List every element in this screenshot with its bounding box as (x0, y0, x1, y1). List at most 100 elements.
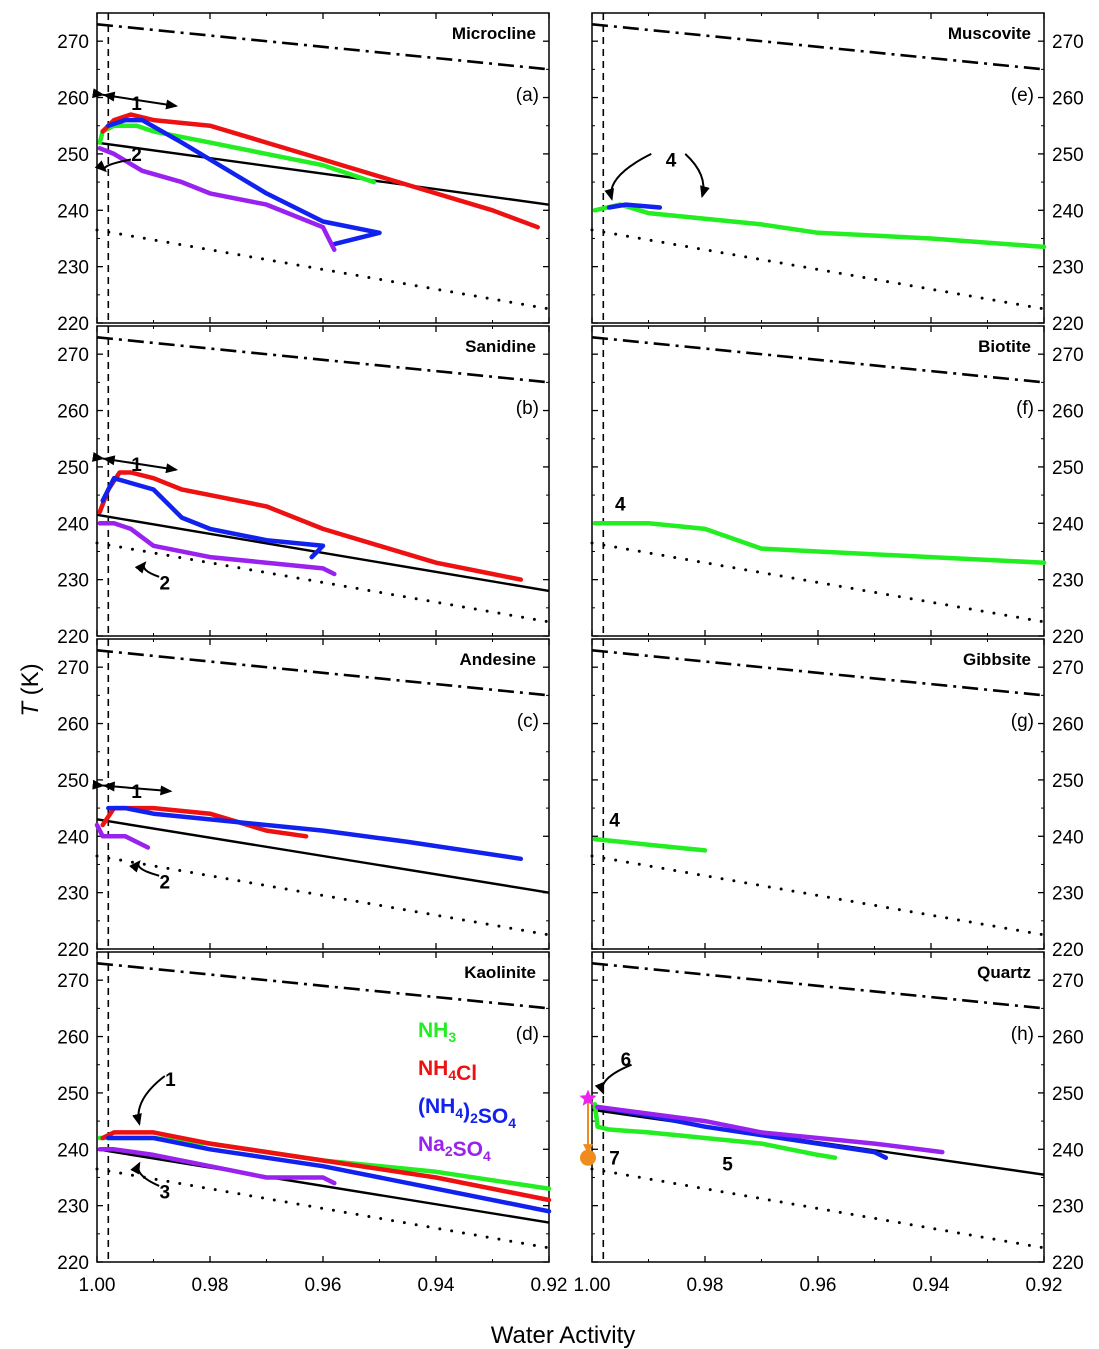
x-axis-title: Water Activity (491, 1322, 635, 1349)
y-tick-label: 220 (1052, 1253, 1084, 1274)
y-tick-label: 220 (1052, 627, 1084, 648)
y-tick-label: 230 (1052, 884, 1084, 905)
legend-entry: Na2SO4 (418, 1133, 491, 1164)
dash-dot-reference-line (96, 335, 550, 384)
series-line-na2so4 (97, 146, 337, 252)
y-tick-label: 240 (57, 827, 89, 848)
series-line-nh42so4 (100, 475, 326, 560)
y-tick-label: 270 (1052, 658, 1084, 679)
annotation-4: 4 (609, 810, 620, 831)
series-line-nh3 (592, 1101, 838, 1160)
y-tick-label: 220 (1052, 314, 1084, 335)
panel-quartz: 220 230 240 250 260 270 1.00 0.98 0.96 0.94 0.92 6 7… (574, 951, 1084, 1296)
dotted-reference-line (95, 1167, 551, 1250)
y-tick-label: 230 (57, 1197, 89, 1218)
arrowhead (102, 455, 116, 466)
panel-kaolinite: 220 230 240 250 260 270 1.00 0.98 0.96 0.94 0.92 1 3… (57, 951, 567, 1296)
dash-dot-reference-line (591, 22, 1045, 71)
y-tick-label: 240 (57, 201, 89, 222)
y-tick-label: 240 (1052, 1140, 1084, 1161)
panel-frame (591, 12, 1045, 324)
panel-frame (591, 951, 1045, 1263)
dotted-reference-line (590, 228, 1046, 311)
x-tick-label: 1.00 (574, 1275, 611, 1296)
y-tick-label: 270 (1052, 971, 1084, 992)
panel-frame (591, 638, 1045, 950)
arrowhead (102, 91, 116, 102)
curved-arrow (134, 561, 160, 578)
panel-letter: (h) (1011, 1024, 1034, 1045)
y-tick-label: 270 (57, 32, 89, 53)
legend-entry: NH4Cl (418, 1057, 477, 1085)
series-line-nh3 (592, 202, 1047, 250)
dotted-reference-line (95, 228, 551, 311)
series-line-nh42so4 (106, 1135, 552, 1214)
y-tick-label: 250 (57, 458, 89, 479)
series-line-na2so4 (97, 521, 337, 577)
y-tick-label: 240 (1052, 201, 1084, 222)
panel-letter: (a) (516, 85, 539, 106)
panel-sanidine: 220 230 240 250 260 270 1 2 Sanidine (b) (57, 325, 551, 648)
y-tick-label: 250 (57, 1084, 89, 1105)
y-tick-label: 270 (57, 658, 89, 679)
panel-letter: (d) (516, 1024, 539, 1045)
annotation-2: 2 (131, 145, 142, 166)
panel-microcline: 220 230 240 250 260 270 1 2 Microcline (a) (57, 12, 551, 335)
annotation-1: 1 (131, 94, 142, 115)
y-tick-label: 230 (1052, 1197, 1084, 1218)
dotted-reference-line (590, 1167, 1046, 1250)
y-axis-title: T (K) (17, 663, 44, 716)
y-tick-label: 240 (1052, 827, 1084, 848)
panel-title: Sanidine (465, 337, 536, 356)
y-tick-label: 220 (57, 1253, 89, 1274)
dash-dot-reference-line (96, 22, 550, 71)
curved-arrow (132, 1075, 166, 1126)
panel-frame (96, 638, 550, 950)
annotation-7: 7 (609, 1149, 620, 1170)
dash-dot-reference-line (96, 648, 550, 697)
x-tick-label: 0.98 (687, 1275, 724, 1296)
dash-dot-reference-line (591, 648, 1045, 697)
annotation-2: 2 (160, 872, 171, 893)
y-axis-title-symbol: T (17, 700, 44, 717)
y-tick-label: 270 (57, 345, 89, 366)
y-tick-label: 250 (1052, 771, 1084, 792)
y-tick-label: 240 (57, 1140, 89, 1161)
annotation-4: 4 (666, 151, 677, 172)
curved-arrow (684, 153, 710, 199)
panel-letter: (c) (517, 711, 539, 732)
y-axis-title-unit: (K) (17, 663, 44, 702)
panel-title: Andesine (459, 650, 536, 669)
panel-letter: (b) (516, 398, 539, 419)
legend-entry: (NH4)2SO4 (418, 1095, 516, 1131)
panel-frame (96, 12, 550, 324)
double-arrow (92, 88, 179, 110)
series-line-na2so4 (97, 1147, 337, 1186)
x-tick-label: 0.98 (192, 1275, 229, 1296)
series-line-nh4cl (100, 112, 540, 230)
curved-arrow (594, 1063, 632, 1095)
panel-frame (591, 325, 1045, 637)
y-tick-label: 220 (57, 314, 89, 335)
dotted-reference-line (590, 541, 1046, 624)
star-marker (579, 1089, 597, 1106)
dotted-reference-line (590, 854, 1046, 937)
x-tick-label: 0.96 (800, 1275, 837, 1296)
series-line-nh42so4 (106, 117, 382, 247)
x-tick-label: 1.00 (79, 1275, 116, 1296)
y-tick-label: 270 (1052, 32, 1084, 53)
panel-title: Microcline (452, 24, 536, 43)
y-tick-label: 240 (1052, 514, 1084, 535)
curved-arrow (604, 153, 652, 201)
double-arrow (92, 451, 179, 474)
y-tick-label: 260 (57, 402, 89, 423)
y-tick-label: 260 (57, 715, 89, 736)
annotation-3: 3 (160, 1183, 171, 1204)
dotted-reference-line (95, 854, 551, 937)
y-tick-label: 220 (57, 627, 89, 648)
y-tick-label: 230 (1052, 258, 1084, 279)
solid-reference-line (96, 513, 550, 593)
panel-title: Quartz (977, 963, 1031, 982)
